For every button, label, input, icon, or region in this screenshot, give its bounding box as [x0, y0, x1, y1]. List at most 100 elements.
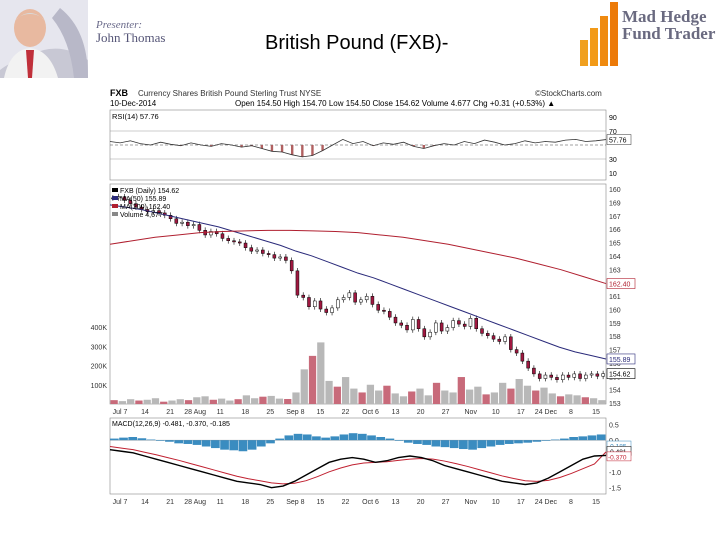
candle-body	[301, 294, 305, 298]
candle-body	[376, 304, 380, 311]
x-tick-label: 14	[141, 409, 149, 416]
price-panel	[109, 183, 607, 405]
volume-bar	[308, 355, 317, 404]
volume-bar	[333, 386, 341, 404]
rsi-tick-label: 57.76	[609, 138, 627, 145]
volume-bar	[350, 388, 358, 404]
macd-histogram-bar	[330, 436, 340, 441]
candle-body	[462, 323, 467, 327]
presenter-photo	[0, 0, 88, 78]
macd-signal-line	[109, 446, 607, 485]
candle-body	[266, 253, 271, 255]
candle-body	[584, 374, 588, 379]
macd-histogram-bar	[155, 440, 165, 441]
candle-body	[555, 377, 559, 380]
macd-histogram-bar	[569, 437, 578, 441]
candle-body	[272, 254, 277, 259]
candle-body	[411, 319, 415, 331]
logo-line-2: Fund Trader	[622, 24, 716, 43]
price-marker-label: 154.62	[609, 372, 631, 379]
volume-bar	[465, 389, 474, 404]
macd-histogram-bar	[394, 440, 404, 441]
x-tick-label: 11	[217, 409, 224, 416]
volume-bar	[573, 395, 581, 404]
ma50-line	[109, 204, 607, 360]
volume-bar	[242, 395, 251, 404]
macd-histogram-bar	[302, 434, 312, 441]
legend-swatch	[112, 188, 118, 192]
volume-tick-label: 200K	[91, 364, 108, 371]
candle-body	[572, 373, 577, 378]
volume-bar	[598, 400, 606, 404]
volume-bar	[168, 400, 176, 404]
macd-x-tick-label: 17	[517, 499, 525, 506]
macd-histogram-bar	[403, 440, 413, 443]
candle-body	[520, 352, 525, 362]
candle-body	[157, 210, 161, 214]
macd-x-tick-label: 15	[317, 499, 325, 506]
candle-body	[249, 247, 254, 252]
macd-tick-label: -1.5	[609, 486, 621, 493]
candle-body	[497, 338, 502, 342]
candle-body	[451, 320, 455, 328]
candle-body	[428, 331, 432, 338]
volume-bar	[366, 384, 375, 404]
candle-body	[134, 203, 138, 208]
volume-tick-label: 100K	[91, 383, 108, 390]
candle-body	[353, 292, 357, 303]
chart-ohlc: Open 154.50 High 154.70 Low 154.50 Close…	[235, 99, 555, 108]
macd-histogram-bar	[587, 435, 597, 441]
macd-histogram-bar	[321, 437, 330, 441]
macd-panel	[109, 417, 607, 495]
candle-body	[255, 249, 259, 252]
macd-x-tick-label: Oct 6	[362, 499, 379, 506]
candle-body	[578, 373, 582, 379]
price-marker-label: 162.40	[609, 282, 631, 289]
x-tick-label: 15	[317, 409, 325, 416]
candle-body	[480, 328, 484, 334]
volume-bar	[325, 380, 333, 404]
candle-body	[128, 199, 132, 204]
macd-tick-label: 0.5	[609, 422, 619, 429]
candle-body	[382, 309, 386, 312]
volume-bar	[292, 392, 300, 404]
price-tick-label: 160	[609, 187, 621, 194]
candle-body	[434, 322, 438, 333]
macd-histogram-bar	[293, 433, 303, 441]
price-tick-label: 154	[609, 388, 621, 395]
candle-body	[601, 373, 605, 377]
volume-bar	[341, 377, 350, 404]
candle-body	[174, 218, 179, 224]
macd-histogram-bar	[541, 440, 551, 441]
macd-histogram-bar	[486, 440, 496, 447]
volume-bar	[540, 387, 548, 404]
price-tick-label: 167	[609, 214, 621, 221]
candle-body	[226, 238, 230, 241]
volume-bar	[416, 388, 424, 404]
volume-bar	[300, 369, 308, 404]
candle-body	[122, 196, 127, 201]
volume-bar	[193, 397, 201, 404]
price-tick-label: 165	[609, 241, 621, 248]
volume-bar	[399, 396, 408, 404]
macd-x-tick-label: Jul 7	[113, 499, 128, 506]
price-tick-label: 156	[609, 361, 621, 368]
candle-body	[278, 256, 282, 259]
x-tick-label: Oct 6	[362, 409, 379, 416]
logo-text: Mad Hedge Fund Trader	[622, 8, 715, 42]
macd-histogram-bar	[504, 440, 514, 444]
volume-bar	[358, 392, 366, 404]
volume-bar	[160, 401, 168, 404]
candle-body	[457, 320, 461, 325]
volume-bar	[474, 386, 482, 404]
candle-body	[295, 270, 300, 296]
volume-bar	[424, 395, 432, 404]
rsi-line	[109, 138, 607, 158]
candle-body	[238, 241, 242, 244]
macd-histogram-bar	[220, 440, 229, 450]
macd-histogram-bar	[110, 438, 119, 441]
volume-bar	[556, 396, 565, 404]
legend-swatch	[112, 196, 118, 200]
volume-bar	[565, 394, 573, 404]
volume-bar	[209, 399, 217, 404]
